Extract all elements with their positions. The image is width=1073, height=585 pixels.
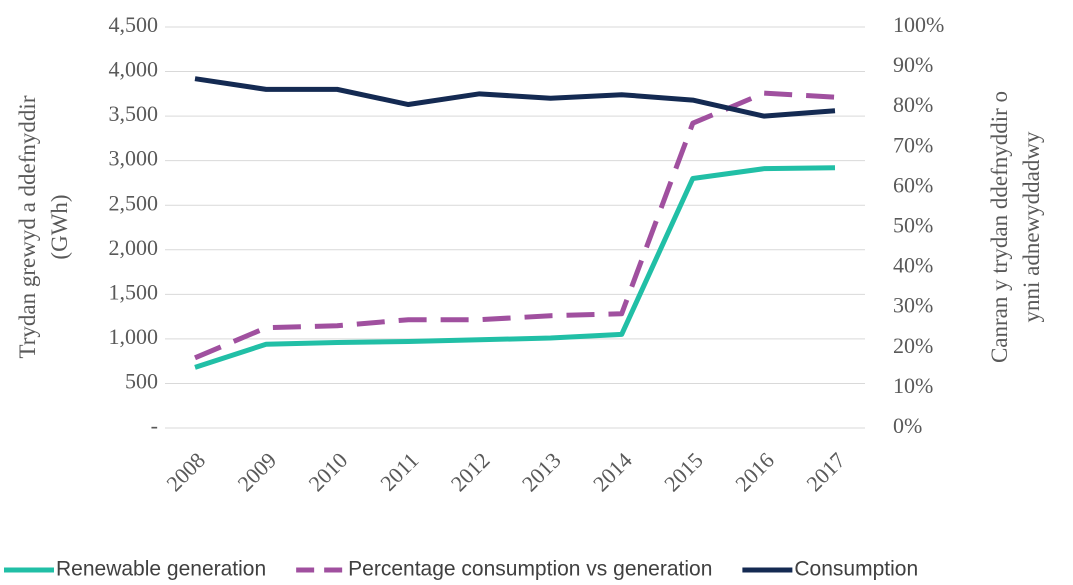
y-tick-label: 4,000 (109, 57, 159, 82)
y-tick-label: - (151, 413, 158, 438)
y-axis-title-line: Trydan grewyd a ddefnyddir (15, 95, 40, 358)
y-tick-label: 1,500 (109, 279, 159, 304)
y-axis-title: Trydan grewyd a ddefnyddir (GWh) (15, 95, 72, 358)
x-tick-label: 2015 (659, 447, 708, 496)
legend-label: Consumption (794, 558, 918, 581)
x-tick-label: 2008 (161, 447, 210, 496)
y2-tick-label: 70% (893, 132, 933, 157)
y2-axis-title: Canran y trydan ddefnyddir o ynni adnewyd… (987, 91, 1044, 363)
y2-tick-label: 40% (893, 253, 933, 278)
y2-tick-label: 100% (893, 12, 944, 37)
y2-axis-title-line: ynni adnewyddadwy (1019, 131, 1044, 322)
y-tick-label: 2,500 (109, 190, 159, 215)
x-tick-label: 2010 (304, 447, 353, 496)
series-line (194, 90, 836, 361)
y2-axis-title-line: Canran y trydan ddefnyddir o (987, 91, 1012, 363)
y-tick-label: 1,000 (109, 324, 159, 349)
series-line (194, 165, 836, 370)
y-tick-label: 500 (125, 368, 158, 393)
y2-tick-label: 50% (893, 213, 933, 238)
legend-label: Renewable generation (56, 558, 266, 581)
y-tick-label: 2,000 (109, 235, 159, 260)
x-tick-label: 2012 (446, 447, 495, 496)
y2-tick-label: 60% (893, 172, 933, 197)
legend-label: Percentage consumption vs generation (348, 558, 712, 581)
x-tick-label: 2009 (232, 447, 281, 496)
y2-tick-label: 20% (893, 333, 933, 358)
x-tick-label: 2017 (801, 447, 850, 496)
y-axis-title-line: (GWh) (47, 194, 72, 259)
x-tick-label: 2016 (730, 447, 779, 496)
y-tick-label: 3,500 (109, 101, 159, 126)
y2-tick-label: 30% (893, 293, 933, 318)
y2-tick-label: 80% (893, 92, 933, 117)
y2-tick-label: 0% (893, 413, 922, 438)
y2-tick-label: 10% (893, 373, 933, 398)
x-tick-label: 2011 (375, 447, 423, 495)
series-line (194, 76, 836, 119)
y-tick-label: 4,500 (109, 12, 159, 37)
x-tick-label: 2014 (588, 447, 637, 496)
x-tick-label: 2013 (517, 447, 566, 496)
y-tick-label: 3,000 (109, 146, 159, 171)
y2-tick-label: 90% (893, 52, 933, 77)
